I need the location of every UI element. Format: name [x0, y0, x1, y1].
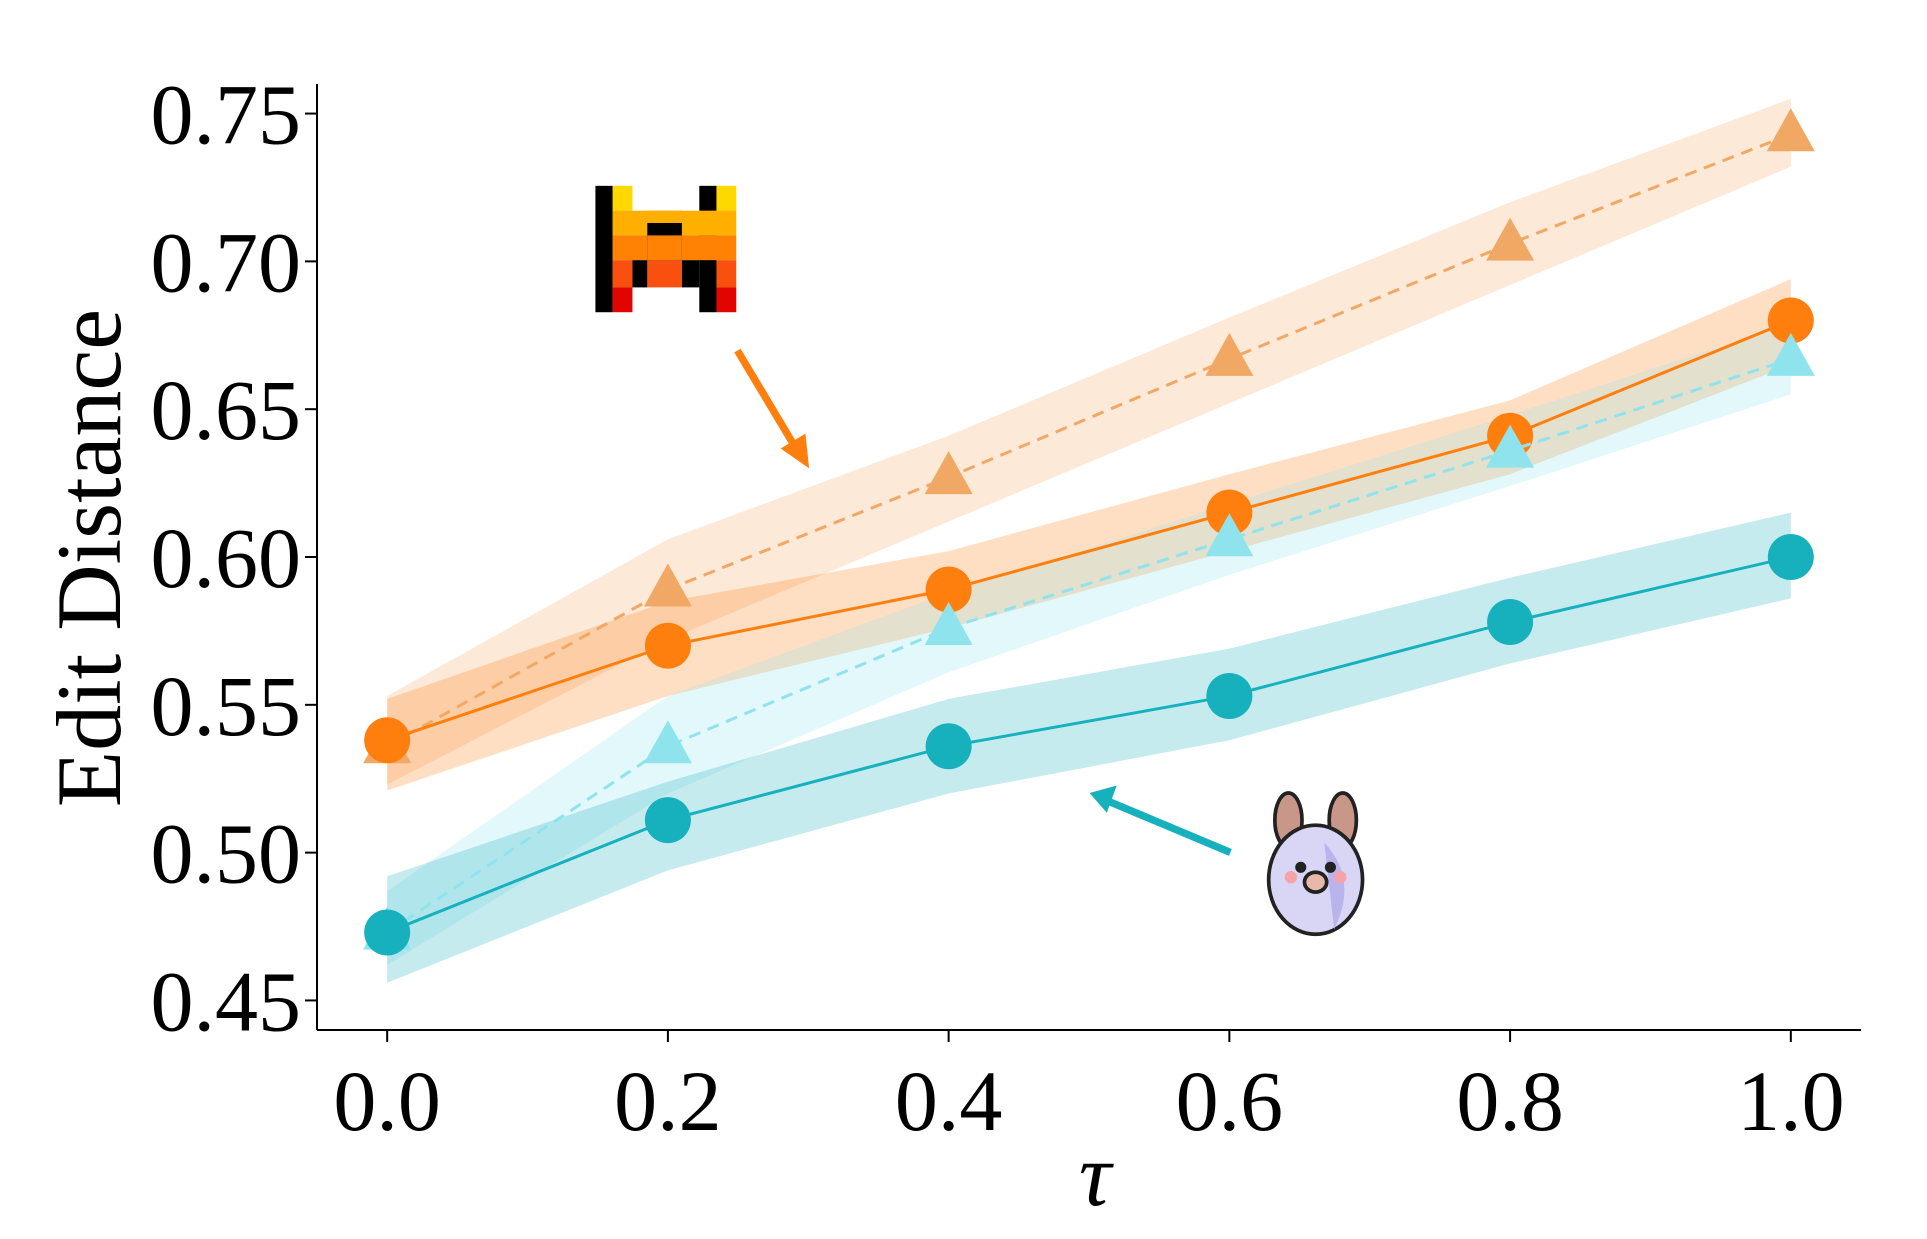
data-point [1487, 599, 1533, 645]
y-tick-label: 0.70 [151, 214, 302, 310]
llama-icon [1269, 793, 1363, 934]
x-tick-label: 0.2 [614, 1053, 722, 1149]
y-tick-label: 0.45 [151, 953, 302, 1049]
data-point [645, 797, 691, 843]
data-point [364, 909, 410, 955]
orange-arrow [737, 351, 809, 469]
x-tick-label: 0.6 [1176, 1053, 1284, 1149]
data-point [364, 717, 410, 763]
data-point [1768, 534, 1814, 580]
x-tick-label: 0.4 [895, 1053, 1003, 1149]
y-tick-label: 0.50 [151, 806, 302, 902]
x-tick-label: 0.8 [1456, 1053, 1564, 1149]
data-point [645, 623, 691, 669]
plot-area: 0.45 0.50 0.55 0.60 0.65 0.70 0.75 0.0 0.2 0.4 0.6… [151, 67, 1862, 1149]
y-tick-label: 0.60 [151, 510, 302, 606]
y-tick-label: 0.75 [151, 67, 302, 163]
chart: 0.45 0.50 0.55 0.60 0.65 0.70 0.75 0.0 0.2 0.4 0.6… [0, 0, 1927, 1239]
x-axis-label: τ [1079, 1126, 1114, 1225]
y-axis-label: Edit Distance [38, 309, 140, 807]
page: {"chart_data": {"type": "line", "xlabel"… [0, 0, 1927, 1239]
y-tick-label: 0.55 [151, 658, 302, 754]
x-tick-label: 1.0 [1737, 1053, 1845, 1149]
data-point [926, 723, 972, 769]
cyan-arrow [1090, 786, 1231, 853]
data-point [1206, 673, 1252, 719]
mistral-logo [595, 186, 736, 312]
y-tick-label: 0.65 [151, 362, 302, 458]
x-tick-label: 0.0 [333, 1053, 441, 1149]
